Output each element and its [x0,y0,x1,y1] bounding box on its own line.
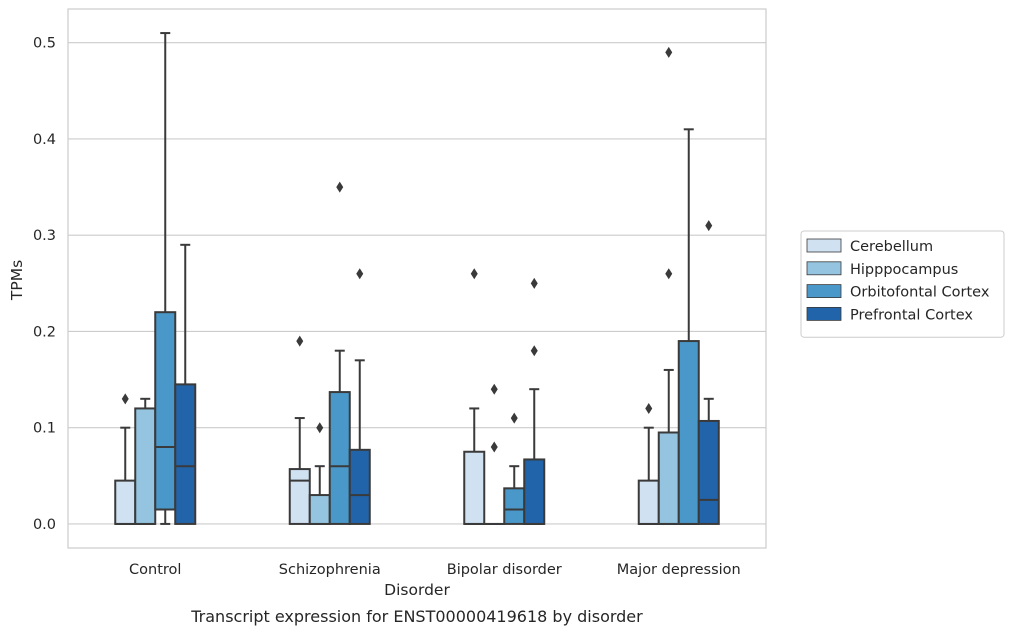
box-0-3 [174,243,197,525]
box-rect [637,479,660,525]
y-tick-label: 0.4 [33,132,56,148]
legend-swatch [806,284,842,299]
box-rect [154,311,177,511]
outlier-point [296,335,304,347]
box-2-1 [483,383,506,525]
outlier-point [705,220,713,232]
box-1-3 [348,268,371,525]
outlier-point [121,393,129,405]
y-tick-label: 0.0 [33,517,56,533]
y-tick-label: 0.1 [33,421,56,437]
legend-label: Hipppocampus [850,262,958,278]
box-1-2 [328,181,351,525]
y-tick-label: 0.5 [33,36,56,52]
box-2-0 [463,268,486,525]
box-0-2 [154,32,177,525]
box-rect [174,383,197,525]
box-3-2 [677,128,700,525]
box-rect [288,468,311,525]
outlier-point [470,268,478,280]
x-tick-label: Bipolar disorder [447,562,562,578]
legend-frame [800,230,1005,338]
y-tick-label: 0.2 [33,324,56,340]
box-rect [677,340,700,525]
box-rect [503,487,526,525]
y-tick-label: 0.3 [33,228,56,244]
box-rect [328,391,351,525]
legend: Cerebellum Hipppocampus Orbitofontal Corte… [800,230,1005,338]
outlier-point [530,277,538,289]
outlier-point [510,412,518,424]
box-series [114,32,720,525]
outlier-point [336,181,344,193]
outlier-point [665,46,673,58]
x-axis-ticks: Control Schizophrenia Bipolar disorder Majo… [129,562,741,578]
box-0-1 [134,397,157,525]
box-rect [697,419,720,525]
legend-label: Cerebellum [850,239,933,255]
legend-swatch [806,306,842,321]
legend-label: Orbitofontal Cortex [850,285,990,301]
box-rect [134,407,157,525]
plot-frame [67,8,767,549]
legend-swatch [806,261,842,276]
outlier-point [665,268,673,280]
x-tick-label: Schizophrenia [279,562,381,578]
box-3-1 [657,46,680,525]
outlier-point [530,345,538,357]
y-axis-title: TPMs [8,260,26,301]
box-3-0 [637,402,660,525]
legend-swatch [806,238,842,253]
box-2-3 [523,277,546,525]
outlier-point [490,383,498,395]
x-tick-label: Major depression [617,562,741,578]
box-rect [114,479,137,525]
x-axis-title: Disorder [384,581,450,599]
outlier-point [645,402,653,414]
x-tick-label: Control [129,562,181,578]
box-rect [463,450,486,525]
box-0-0 [114,393,137,525]
legend-label: Prefrontal Cortex [850,307,973,323]
y-axis-ticks: 0.0 0.1 0.2 0.3 0.4 0.5 [33,36,56,533]
outlier-point [356,268,364,280]
box-rect [657,431,680,525]
chart-caption: Transcript expression for ENST0000041961… [190,607,643,626]
box-3-3 [697,220,720,525]
box-1-0 [288,335,311,525]
box-rect [523,458,546,525]
box-rect [348,448,371,525]
box-1-1 [308,422,331,525]
box-rect [308,494,331,525]
box-2-2 [503,412,526,525]
outlier-point [490,441,498,453]
outlier-point [316,422,324,434]
